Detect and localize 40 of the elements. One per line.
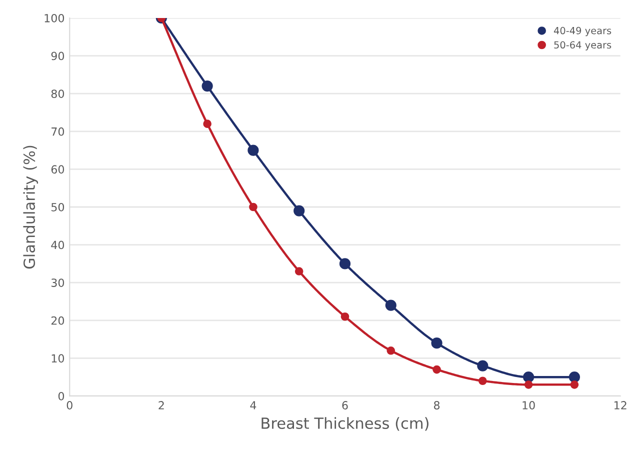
point [523,372,534,383]
point [294,205,305,216]
legend-label: 40-49 years [554,26,612,36]
point [294,267,304,276]
point [431,338,442,349]
x-tick-label: 6 [342,401,348,410]
y-tick-label: 80 [51,90,64,98]
point [432,365,441,374]
x-tick-label: 10 [522,401,535,410]
point [248,144,259,156]
point [477,360,488,372]
point [524,380,533,389]
y-axis-title: Glandularity (%) [23,146,38,269]
x-tick-label: 12 [614,401,626,410]
point [203,120,212,128]
point [339,258,351,270]
x-tick-label: 0 [66,401,72,410]
y-tick-label: 70 [52,127,64,136]
y-tick-label: 20 [51,316,64,325]
y-tick-label: 60 [51,165,64,174]
point [386,346,396,355]
y-tick-label: 90 [51,52,64,60]
y-tick-label: 40 [51,240,64,250]
x-axis-title: Breast Thickness (cm) [262,417,428,431]
point [340,312,350,321]
point [478,376,487,386]
y-tick-label: 30 [51,278,64,287]
y-tick-label: 50 [51,202,64,212]
x-tick-label: 4 [250,401,256,410]
legend-label: 50-64 years [554,41,612,50]
x-tick-label: 2 [158,401,164,410]
point [568,372,580,383]
point [202,80,213,92]
point [249,202,258,212]
y-tick-label: 10 [52,354,64,363]
y-tick-label: 0 [58,392,64,400]
y-tick-label: 100 [44,14,64,22]
point [570,380,579,389]
point [385,300,396,311]
x-tick-label: 8 [434,401,440,410]
